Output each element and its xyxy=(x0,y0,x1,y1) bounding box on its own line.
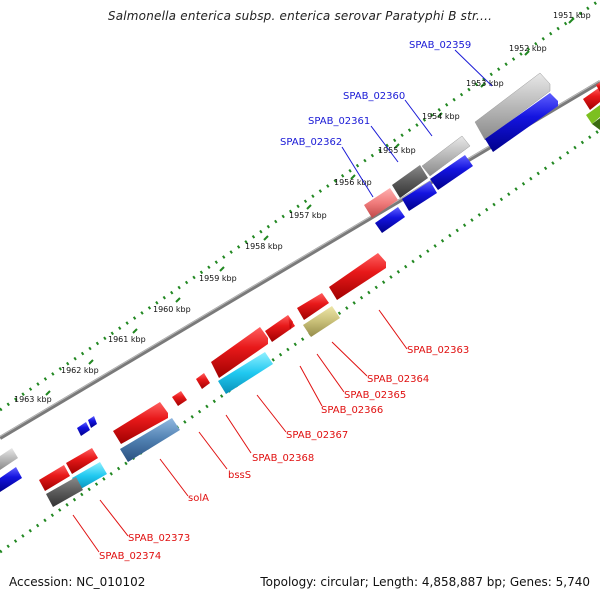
gene-block[interactable] xyxy=(88,416,97,428)
gene-block[interactable] xyxy=(583,87,600,110)
tick-label: 1953 kbp xyxy=(466,79,504,88)
tick-label: 1962 kbp xyxy=(61,366,99,375)
tick-label: 1954 kbp xyxy=(422,112,460,121)
map-title: Salmonella enterica subsp. enterica sero… xyxy=(107,9,493,23)
gene-block[interactable] xyxy=(46,477,83,507)
gene-label[interactable]: SPAB_02368 xyxy=(252,453,314,464)
gene-block[interactable] xyxy=(430,155,473,190)
accession-text: Accession: NC_010102 xyxy=(9,575,146,589)
gene-block[interactable] xyxy=(485,93,558,152)
gene-label[interactable]: SPAB_02367 xyxy=(286,430,348,441)
tick-label: 1956 kbp xyxy=(334,178,372,187)
gene-block[interactable] xyxy=(120,418,180,462)
gene-label[interactable]: SPAB_02362 xyxy=(280,137,342,148)
gene-block[interactable] xyxy=(421,135,471,177)
outer-strand-genes xyxy=(364,72,600,218)
tick-label: 1959 kbp xyxy=(199,274,237,283)
gene-label[interactable]: SPAB_02366 xyxy=(321,405,383,416)
gene-block[interactable] xyxy=(375,207,405,233)
gene-block[interactable] xyxy=(39,465,70,491)
gene-block[interactable] xyxy=(0,467,22,492)
gene-block[interactable] xyxy=(392,165,428,198)
gene-block[interactable] xyxy=(297,293,329,320)
gene-block[interactable] xyxy=(77,422,90,436)
gene-label[interactable]: SPAB_02373 xyxy=(128,533,190,544)
tick-label: 1958 kbp xyxy=(245,242,283,251)
gene-label[interactable]: SPAB_02363 xyxy=(407,345,469,356)
tick-label: 1952 kbp xyxy=(509,44,547,53)
gene-block[interactable] xyxy=(288,315,293,330)
gene-block[interactable] xyxy=(0,448,18,470)
gene-block[interactable] xyxy=(72,462,107,490)
gene-label[interactable]: SPAB_02364 xyxy=(367,374,429,385)
gene-label[interactable]: SPAB_02374 xyxy=(99,551,161,562)
gene-block[interactable] xyxy=(211,327,268,378)
gene-label[interactable]: SPAB_02359 xyxy=(409,40,471,51)
gene-block[interactable] xyxy=(474,72,551,141)
blue-genes-upper xyxy=(375,93,600,233)
major-ticks xyxy=(45,18,574,396)
gene-label[interactable]: SPAB_02360 xyxy=(343,91,405,102)
gene-block[interactable] xyxy=(265,315,295,342)
inner-tick-track xyxy=(0,128,600,554)
tick-labels: 1951 kbp 1952 kbp 1953 kbp 1954 kbp 1955… xyxy=(14,11,591,404)
tick-label: 1957 kbp xyxy=(289,211,327,220)
gene-label[interactable]: SPAB_02361 xyxy=(308,116,370,127)
top-gene-labels: SPAB_02359 SPAB_02360 SPAB_02361 SPAB_02… xyxy=(280,40,493,198)
gene-label[interactable]: bssS xyxy=(228,470,251,481)
tick-label: 1963 kbp xyxy=(14,395,52,404)
gene-block[interactable] xyxy=(218,352,273,394)
gene-block[interactable] xyxy=(196,373,210,389)
gene-block[interactable] xyxy=(596,82,600,92)
gene-label[interactable]: solA xyxy=(188,493,209,504)
tick-label: 1961 kbp xyxy=(108,335,146,344)
tick-label: 1951 kbp xyxy=(553,11,591,20)
bottom-gene-labels: SPAB_02363 SPAB_02364 SPAB_02365 SPAB_02… xyxy=(72,309,469,562)
gene-label[interactable]: SPAB_02365 xyxy=(344,390,406,401)
gene-block[interactable] xyxy=(113,402,168,444)
gene-block[interactable] xyxy=(329,253,386,300)
gene-block[interactable] xyxy=(172,391,187,406)
tick-label: 1960 kbp xyxy=(153,305,191,314)
gene-block[interactable] xyxy=(592,118,600,130)
gene-block[interactable] xyxy=(303,306,340,337)
topology-text: Topology: circular; Length: 4,858,887 bp… xyxy=(260,575,590,589)
outer-tick-track xyxy=(0,0,600,412)
gene-block[interactable] xyxy=(364,188,398,218)
gene-block[interactable] xyxy=(66,448,98,474)
gene-block[interactable] xyxy=(402,181,437,211)
inner-strand-genes xyxy=(0,253,386,507)
tick-label: 1955 kbp xyxy=(378,146,416,155)
gene-block[interactable] xyxy=(586,105,600,124)
